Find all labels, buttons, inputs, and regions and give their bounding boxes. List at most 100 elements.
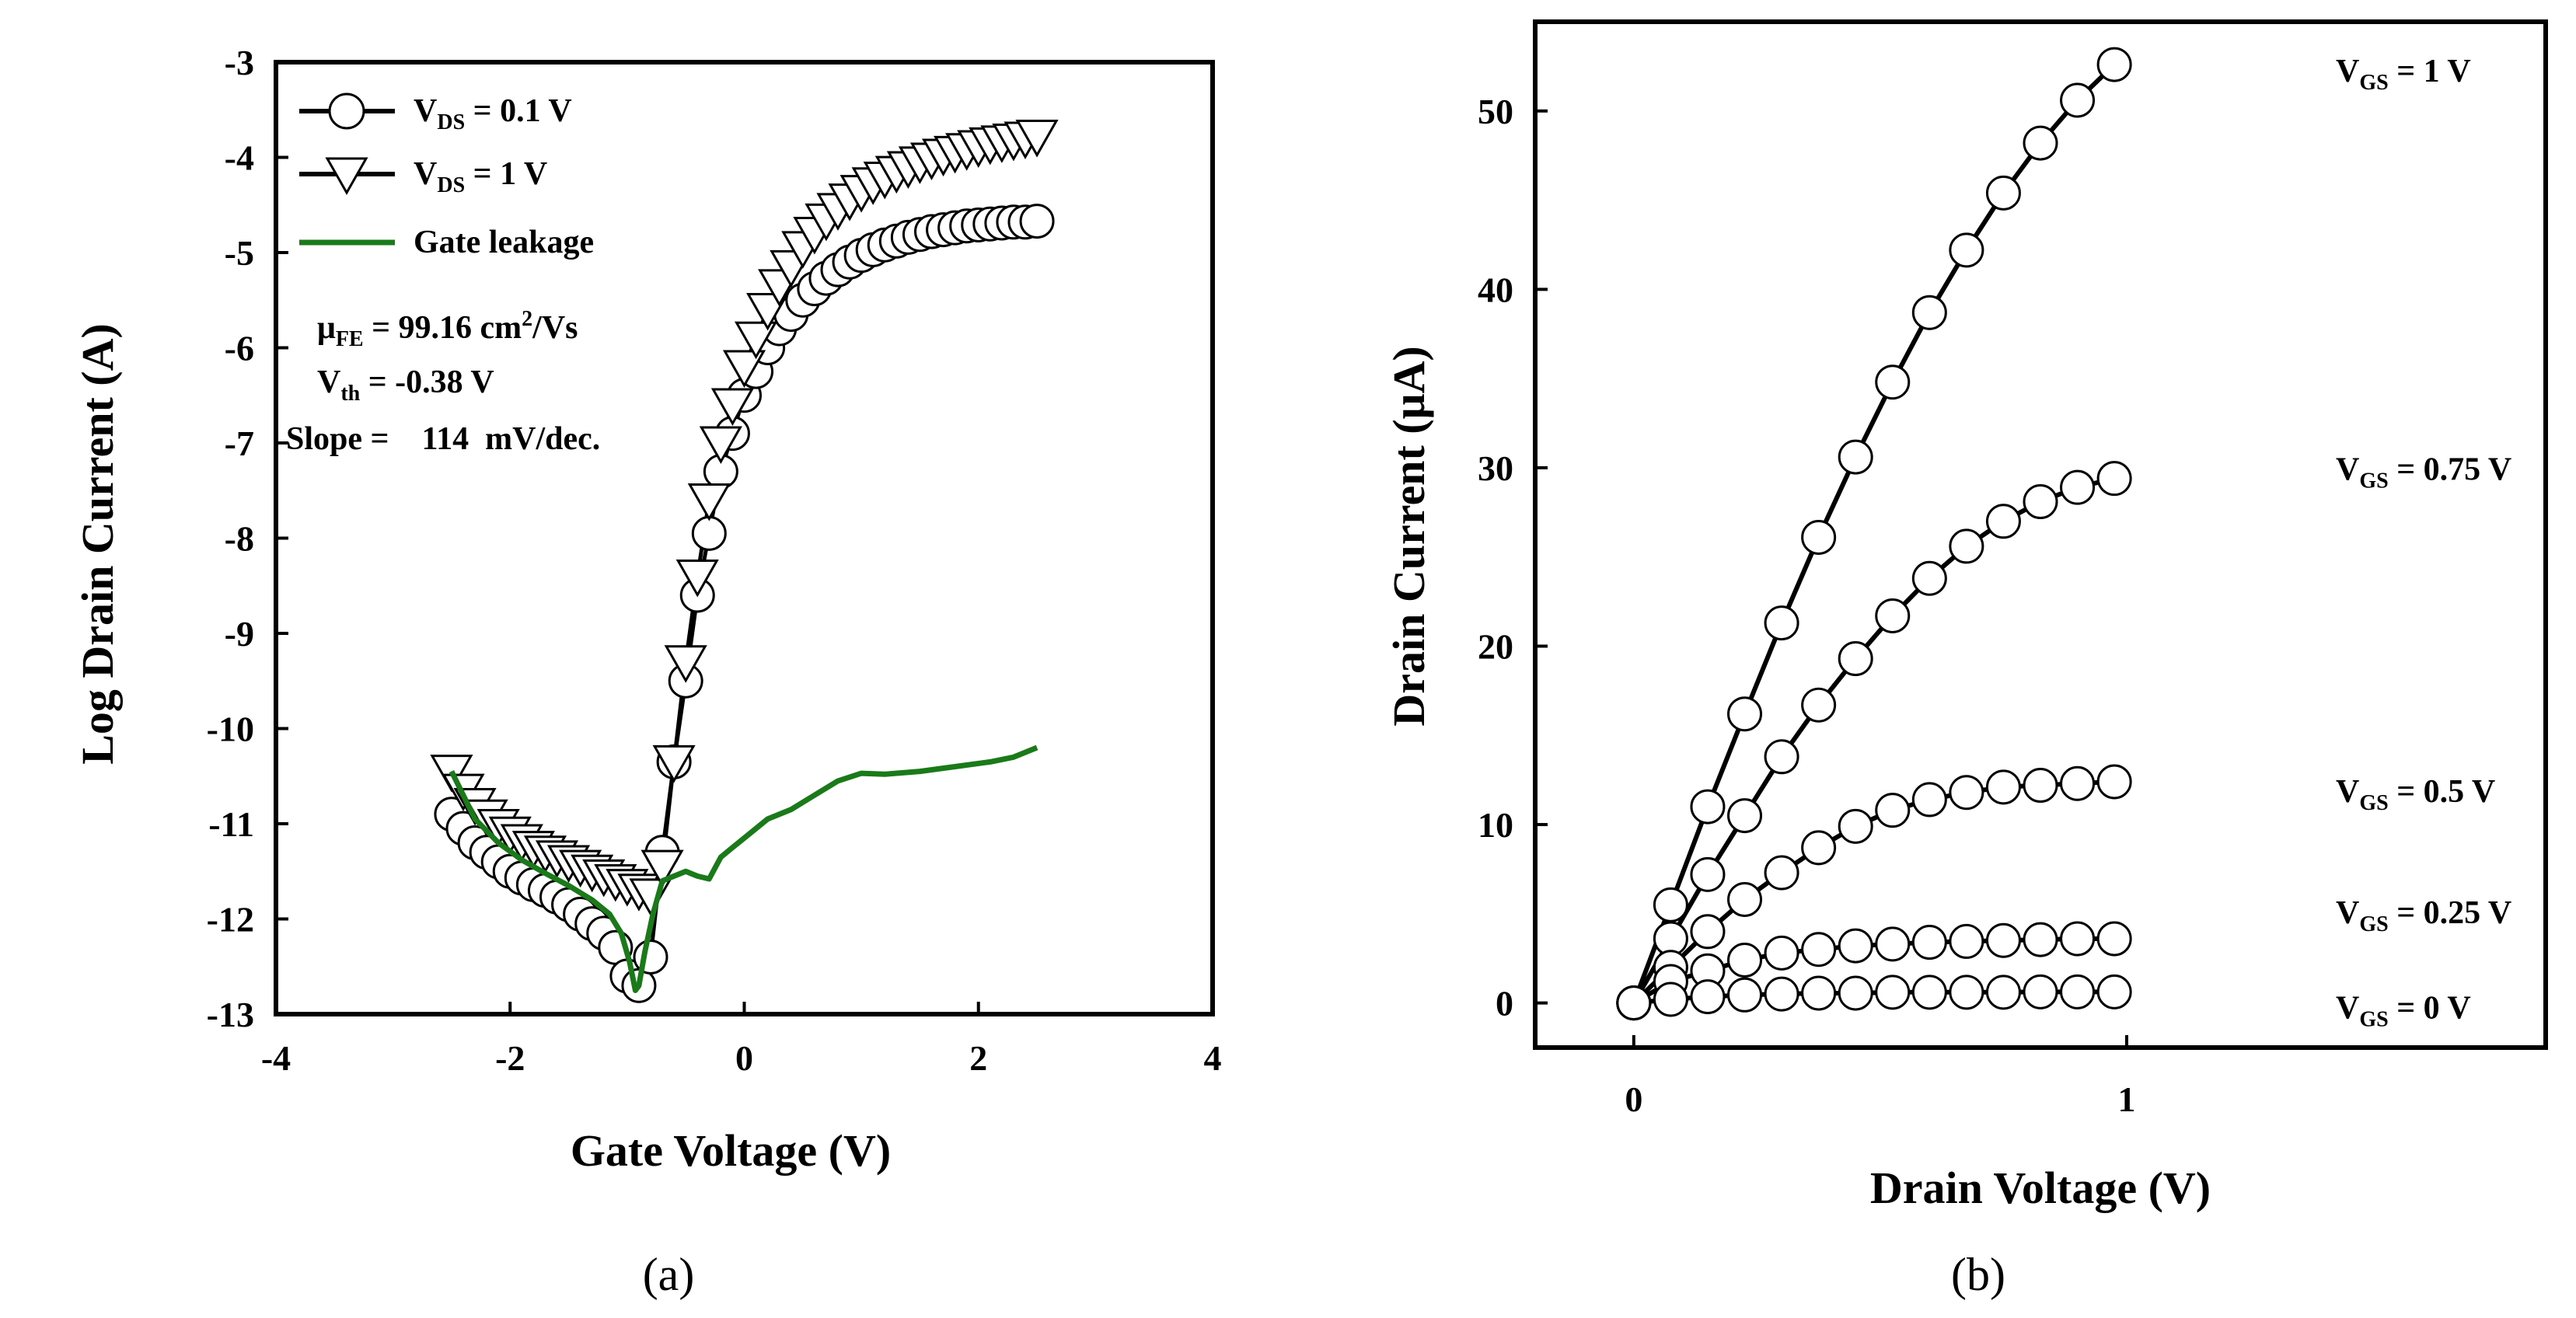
panel-a-chart: -3 -4 -5 -6 -7 -8 -9 -10 -11 -12 -13 -4 -2 0 2 4 Gate …: [72, 43, 1222, 1300]
y-tick-label: -4: [225, 138, 254, 178]
panel-b-x-axis-title: Drain Voltage (V): [1870, 1163, 2211, 1213]
data-point-vgs-0: [1653, 887, 1688, 922]
data-point-vgs-4: [1875, 975, 1911, 1010]
data-point-vgs-0: [1727, 696, 1763, 732]
data-point-vgs-0: [1764, 605, 1799, 641]
data-point-vgs-3: [2060, 921, 2096, 957]
data-point-vgs-1: [1875, 598, 1911, 633]
data-point-vds-1: [1015, 120, 1059, 158]
panel-b-plot-frame: [1533, 19, 2548, 1050]
data-point-vgs-4: [1911, 975, 1947, 1010]
data-point-vgs-3: [1911, 925, 1947, 961]
data-point-vgs-3: [1764, 935, 1799, 971]
panel-a-series: [430, 120, 1059, 1003]
x-tick-label: 4: [1204, 1038, 1222, 1078]
data-point-vgs-4: [1985, 975, 2021, 1010]
annotation-slope: Slope = 114 mV/dec.: [286, 421, 600, 457]
legend-label-gate-leakage: Gate leakage: [414, 225, 594, 260]
panel-b-series: [1616, 47, 2132, 1021]
panel-b-series-labels: VGS = 1 V VGS = 0.75 V VGS = 0.5 V VGS = 0.…: [2336, 54, 2511, 1031]
data-point-vgs-1: [1985, 504, 2021, 539]
annotation-vth: Vth = -0.38 V: [317, 364, 494, 406]
data-point-vds-0.1: [691, 515, 727, 551]
data-point-vgs-2: [1949, 775, 1984, 811]
y-tick-label: -11: [208, 804, 254, 844]
panel-a-y-ticks: -3 -4 -5 -6 -7 -8 -9 -10 -11 -12 -13: [207, 43, 288, 1034]
y-tick-label: -10: [207, 710, 254, 749]
data-point-vgs-3: [2023, 922, 2058, 957]
y-tick-label: -12: [207, 900, 254, 940]
data-point-vgs-3: [1838, 928, 1873, 964]
data-point-vds-1: [675, 560, 719, 598]
legend-marker-triangle: [325, 157, 368, 196]
data-point-vgs-4: [1690, 979, 1726, 1015]
series-label-vgs-0: VGS = 1 V: [2336, 54, 2471, 95]
data-point-vgs-1: [1911, 560, 1947, 596]
data-point-vgs-0: [1838, 439, 1873, 475]
data-point-vds-1: [699, 426, 742, 465]
data-point-vgs-2: [1838, 808, 1873, 844]
data-point-vgs-3: [2096, 921, 2132, 957]
y-tick-label: 20: [1478, 626, 1513, 666]
data-point-vgs-1: [1801, 687, 1837, 723]
data-point-vgs-4: [2096, 974, 2132, 1009]
series-line-gate-leakage: [449, 744, 1038, 993]
y-tick-label: 50: [1478, 92, 1513, 131]
data-point-vgs-1: [1764, 739, 1799, 775]
data-point-vgs-1: [1949, 528, 1984, 564]
x-tick-label: 0: [735, 1038, 753, 1078]
legend-marker-circle: [328, 92, 365, 130]
x-tick-label: 2: [969, 1038, 987, 1078]
panel-a-x-axis-title: Gate Voltage (V): [571, 1125, 891, 1176]
x-tick-label: 0: [1625, 1079, 1642, 1119]
panel-a-y-axis-title: Log Drain Current (A): [72, 323, 123, 765]
data-point-vgs-1: [2060, 469, 2096, 505]
data-point-vds-1: [734, 321, 778, 360]
data-point-vgs-1: [1727, 798, 1763, 834]
data-point-vgs-3: [1985, 922, 2021, 958]
panel-b-label: (b): [1951, 1249, 2005, 1300]
data-point-vgs-1: [2023, 484, 2058, 520]
y-tick-label: -13: [207, 995, 254, 1034]
series-label-vgs-3: VGS = 0.25 V: [2336, 895, 2511, 936]
y-tick-label: 10: [1478, 805, 1513, 845]
legend-label-vds-1: VDS = 1 V: [414, 156, 547, 197]
data-point-vgs-2: [1801, 830, 1837, 866]
y-tick-label: 30: [1478, 448, 1513, 488]
data-point-vgs-0: [2060, 82, 2096, 118]
y-tick-label: -7: [225, 424, 254, 463]
data-point-vgs-0: [2096, 47, 2132, 82]
x-tick-label: 1: [2117, 1079, 2135, 1119]
data-point-vgs-4: [2023, 974, 2058, 1009]
data-point-vgs-1: [1690, 856, 1726, 892]
data-point-vgs-2: [1985, 769, 2021, 805]
data-point-vgs-3: [1801, 932, 1837, 968]
annotation-mobility: μFE = 99.16 cm2/Vs: [317, 307, 578, 351]
x-tick-label: -2: [495, 1038, 525, 1078]
data-point-vgs-0: [2023, 125, 2058, 161]
data-point-vgs-3: [1949, 923, 1984, 959]
panel-a-annotations: μFE = 99.16 cm2/Vs Vth = -0.38 V Slope =…: [286, 307, 600, 457]
y-tick-label: -6: [225, 329, 254, 368]
y-tick-label: -5: [225, 233, 254, 273]
panel-a-legend: VDS = 0.1 V VDS = 1 V Gate leakage: [299, 92, 594, 260]
data-point-vgs-4: [1727, 977, 1763, 1013]
series-label-vgs-4: VGS = 0 V: [2336, 990, 2471, 1031]
data-point-vgs-3: [1875, 926, 1911, 962]
y-tick-label: -8: [225, 519, 254, 559]
data-point-vgs-1: [1838, 641, 1873, 677]
data-point-vgs-2: [2023, 768, 2058, 804]
data-point-vgs-2: [1764, 855, 1799, 891]
x-tick-label: -4: [261, 1038, 291, 1078]
series-label-vgs-2: VGS = 0.5 V: [2336, 774, 2495, 815]
data-point-vds-1: [664, 645, 707, 683]
data-point-vds-1: [641, 849, 684, 888]
data-point-vgs-0: [1801, 519, 1837, 555]
data-point-vgs-4: [1801, 975, 1837, 1011]
data-point-vgs-4: [1616, 985, 1652, 1021]
y-tick-label: 0: [1496, 984, 1513, 1023]
data-point-vds-1: [652, 744, 696, 783]
series-label-vgs-1: VGS = 0.75 V: [2336, 452, 2511, 493]
y-tick-label: 40: [1478, 270, 1513, 309]
